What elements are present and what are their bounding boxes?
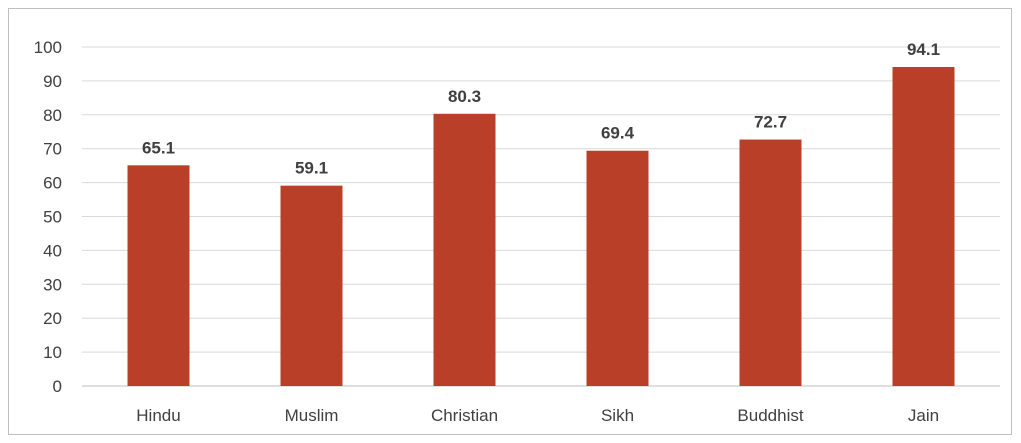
y-tick-label: 100 — [34, 38, 62, 57]
y-tick-label: 80 — [43, 106, 62, 125]
x-tick-label: Jain — [908, 406, 939, 425]
data-label: 65.1 — [142, 138, 175, 157]
x-tick-label: Christian — [431, 406, 498, 425]
bar-hindu — [127, 165, 190, 386]
data-label: 69.4 — [601, 124, 635, 143]
y-axis-ticks: 0 10 20 30 40 50 60 70 80 90 100 — [34, 38, 62, 396]
bar-jain — [892, 67, 955, 386]
bar-sikh — [586, 150, 649, 386]
x-axis-ticks: Hindu Muslim Christian Sikh Buddhist Jain — [136, 406, 939, 425]
y-tick-label: 60 — [43, 174, 62, 193]
y-tick-label: 30 — [43, 275, 62, 294]
x-tick-label: Sikh — [601, 406, 634, 425]
data-label: 94.1 — [907, 40, 940, 59]
x-tick-label: Hindu — [136, 406, 180, 425]
y-tick-label: 40 — [43, 241, 62, 260]
data-label: 72.7 — [754, 113, 787, 132]
y-tick-label: 90 — [43, 72, 62, 91]
gridlines — [82, 46, 1000, 387]
bars — [127, 67, 955, 387]
data-label: 59.1 — [295, 159, 328, 178]
x-tick-label: Muslim — [285, 406, 339, 425]
data-labels: 65.1 59.1 80.3 69.4 72.7 94.1 — [142, 40, 940, 178]
data-label: 80.3 — [448, 87, 481, 106]
y-tick-label: 0 — [53, 377, 62, 396]
y-tick-label: 50 — [43, 208, 62, 227]
bar-christian — [433, 113, 496, 387]
bar-muslim — [280, 185, 343, 386]
y-tick-label: 20 — [43, 309, 62, 328]
y-tick-label: 70 — [43, 140, 62, 159]
bar-buddhist — [739, 139, 802, 386]
y-tick-label: 10 — [43, 343, 62, 362]
x-tick-label: Buddhist — [737, 406, 803, 425]
